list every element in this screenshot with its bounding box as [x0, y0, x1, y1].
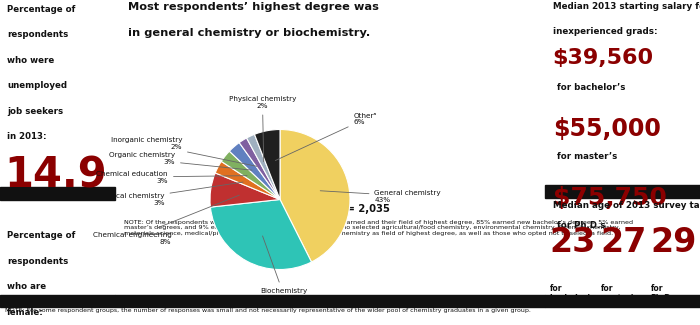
- Text: who were: who were: [7, 56, 54, 65]
- Wedge shape: [239, 138, 280, 200]
- Text: Most respondents’ highest degree was: Most respondents’ highest degree was: [128, 2, 379, 11]
- Text: 27: 27: [601, 226, 648, 259]
- Bar: [545, 185, 700, 198]
- Text: NOTE: Of the respondents who indicated both their highest degree earned and thei: NOTE: Of the respondents who indicated b…: [124, 219, 633, 236]
- Bar: [0, 187, 115, 201]
- Text: 14.9: 14.9: [5, 154, 107, 196]
- Wedge shape: [215, 162, 280, 200]
- Text: who are: who are: [7, 282, 46, 291]
- Wedge shape: [255, 129, 280, 200]
- Wedge shape: [280, 129, 350, 262]
- Text: Inorganic chemistry
2%: Inorganic chemistry 2%: [111, 137, 257, 166]
- Text: for
Ph.D.s: for Ph.D.s: [650, 284, 678, 303]
- Text: Chemical engineering
8%: Chemical engineering 8%: [92, 195, 239, 244]
- Text: NOTE: For some respondent groups, the number of responses was small and not nece: NOTE: For some respondent groups, the nu…: [6, 308, 531, 313]
- Text: Percentage of: Percentage of: [7, 231, 76, 240]
- Text: Median age of 2013 survey takers:: Median age of 2013 survey takers:: [553, 201, 700, 210]
- Text: $39,560: $39,560: [553, 47, 654, 68]
- Text: in general chemistry or biochemistry.: in general chemistry or biochemistry.: [128, 28, 370, 38]
- Text: Otherᵃ
6%: Otherᵃ 6%: [275, 112, 377, 161]
- Text: for master’s: for master’s: [557, 152, 617, 161]
- Text: Organic chemistry
3%: Organic chemistry 3%: [109, 152, 252, 170]
- Text: inexperienced grads:: inexperienced grads:: [553, 27, 657, 36]
- Bar: [0, 295, 115, 307]
- Wedge shape: [210, 173, 280, 207]
- Text: in 2013:: in 2013:: [7, 132, 46, 141]
- Text: respondents: respondents: [7, 30, 68, 39]
- Bar: [115, 295, 545, 307]
- Text: 23: 23: [550, 226, 596, 259]
- Text: $75,750: $75,750: [553, 186, 666, 210]
- Text: Biochemistry
31%: Biochemistry 31%: [260, 236, 307, 301]
- Text: General chemistry
43%: General chemistry 43%: [320, 189, 441, 202]
- Text: for
bachelor’s: for bachelor’s: [550, 284, 595, 303]
- Text: Analytical chemistry
3%: Analytical chemistry 3%: [91, 182, 243, 206]
- Wedge shape: [246, 134, 280, 200]
- Text: female:: female:: [7, 308, 43, 317]
- Text: for
master’s: for master’s: [601, 284, 639, 303]
- Text: unemployed: unemployed: [7, 81, 67, 90]
- Wedge shape: [211, 200, 312, 269]
- Text: 29: 29: [650, 226, 696, 259]
- Text: for bachelor’s: for bachelor’s: [557, 83, 626, 92]
- Text: Respondents = 2,035: Respondents = 2,035: [270, 204, 390, 214]
- Text: Chemical education
3%: Chemical education 3%: [97, 171, 247, 184]
- Text: for Ph.D.s: for Ph.D.s: [557, 221, 606, 230]
- Bar: [545, 295, 700, 307]
- Text: job seekers: job seekers: [7, 107, 63, 115]
- Text: Median 2013 starting salary for: Median 2013 starting salary for: [553, 2, 700, 10]
- Wedge shape: [221, 151, 280, 200]
- Text: $55,000: $55,000: [553, 117, 661, 141]
- Wedge shape: [230, 143, 280, 200]
- Text: Percentage of: Percentage of: [7, 5, 76, 14]
- Text: Physical chemistry
2%: Physical chemistry 2%: [229, 97, 296, 162]
- Text: respondents: respondents: [7, 257, 68, 266]
